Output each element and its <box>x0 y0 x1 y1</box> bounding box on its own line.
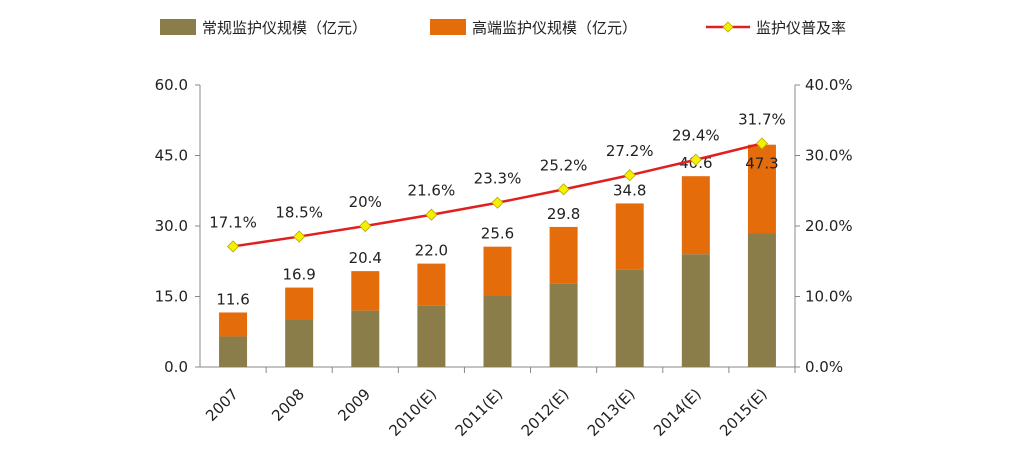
left-tick-label: 0.0 <box>164 358 188 376</box>
bar-high-end <box>747 144 776 234</box>
line-marker <box>425 208 438 221</box>
x-tick-label: 2014(E) <box>650 385 705 440</box>
line-marker <box>689 153 702 166</box>
line-marker <box>491 196 504 209</box>
x-tick-label: 2008 <box>268 385 308 425</box>
left-tick-label: 45.0 <box>155 147 188 165</box>
legend-swatch-regular <box>160 19 196 35</box>
x-tick-label: 2012(E) <box>518 385 573 440</box>
bar-total-label: 16.9 <box>282 266 315 284</box>
bar-total-label: 25.6 <box>481 225 514 243</box>
right-tick-label: 20.0% <box>805 217 853 235</box>
bar-regular <box>483 295 512 367</box>
legend-label: 常规监护仪规模（亿元） <box>202 19 367 37</box>
bar-regular <box>417 305 446 367</box>
x-tick-label: 2007 <box>202 385 242 425</box>
line-marker <box>226 240 240 253</box>
line-marker <box>755 137 769 150</box>
bar-high-end <box>219 312 248 337</box>
bar-regular <box>285 320 314 367</box>
legend-swatch-high-end <box>430 19 466 35</box>
line-marker <box>623 169 636 182</box>
line-marker <box>293 230 306 243</box>
bar-total-label: 22.0 <box>415 242 448 260</box>
bar-regular <box>351 310 380 367</box>
x-tick-label: 2010(E) <box>386 385 441 440</box>
x-tick-label: 2015(E) <box>716 385 771 440</box>
bar-high-end <box>483 246 512 296</box>
left-tick-label: 60.0 <box>155 76 188 94</box>
bar-high-end <box>417 263 446 306</box>
legend-marker <box>722 21 734 33</box>
legend-label: 高端监护仪规模（亿元） <box>472 19 637 37</box>
bar-total-label: 11.6 <box>216 290 249 308</box>
line-value-label: 31.7% <box>738 111 786 129</box>
line-value-label: 25.2% <box>540 156 588 174</box>
line-value-label: 17.1% <box>209 213 257 231</box>
bar-regular <box>219 336 248 367</box>
bar-regular <box>549 283 578 367</box>
x-tick-label: 2011(E) <box>452 385 507 440</box>
right-tick-label: 30.0% <box>805 147 853 165</box>
bar-high-end <box>615 203 644 270</box>
line-value-label: 27.2% <box>606 142 654 160</box>
line-value-label: 29.4% <box>672 127 720 145</box>
bar-total-label: 20.4 <box>349 249 382 267</box>
bar-regular <box>747 233 776 367</box>
bar-high-end <box>351 271 380 311</box>
line-value-label: 21.6% <box>408 182 456 200</box>
line-value-label: 23.3% <box>474 170 522 188</box>
right-tick-label: 10.0% <box>805 288 853 306</box>
line-value-label: 20% <box>349 193 382 211</box>
bar-high-end <box>285 287 314 320</box>
bar-regular <box>681 254 710 367</box>
line-marker <box>557 183 570 196</box>
legend-label: 监护仪普及率 <box>756 19 846 37</box>
left-tick-label: 15.0 <box>155 288 188 306</box>
line-marker <box>359 219 372 233</box>
left-tick-label: 30.0 <box>155 217 188 235</box>
bar-high-end <box>681 176 710 255</box>
right-tick-label: 40.0% <box>805 76 853 94</box>
x-tick-label: 2009 <box>334 385 374 425</box>
bar-high-end <box>549 226 578 284</box>
line-value-label: 18.5% <box>275 204 323 222</box>
bar-regular <box>615 269 644 367</box>
bar-total-label: 47.3 <box>745 155 778 173</box>
bar-total-label: 29.8 <box>547 205 580 223</box>
right-tick-label: 0.0% <box>805 358 843 376</box>
x-tick-label: 2013(E) <box>584 385 639 440</box>
bar-total-label: 34.8 <box>613 181 646 199</box>
